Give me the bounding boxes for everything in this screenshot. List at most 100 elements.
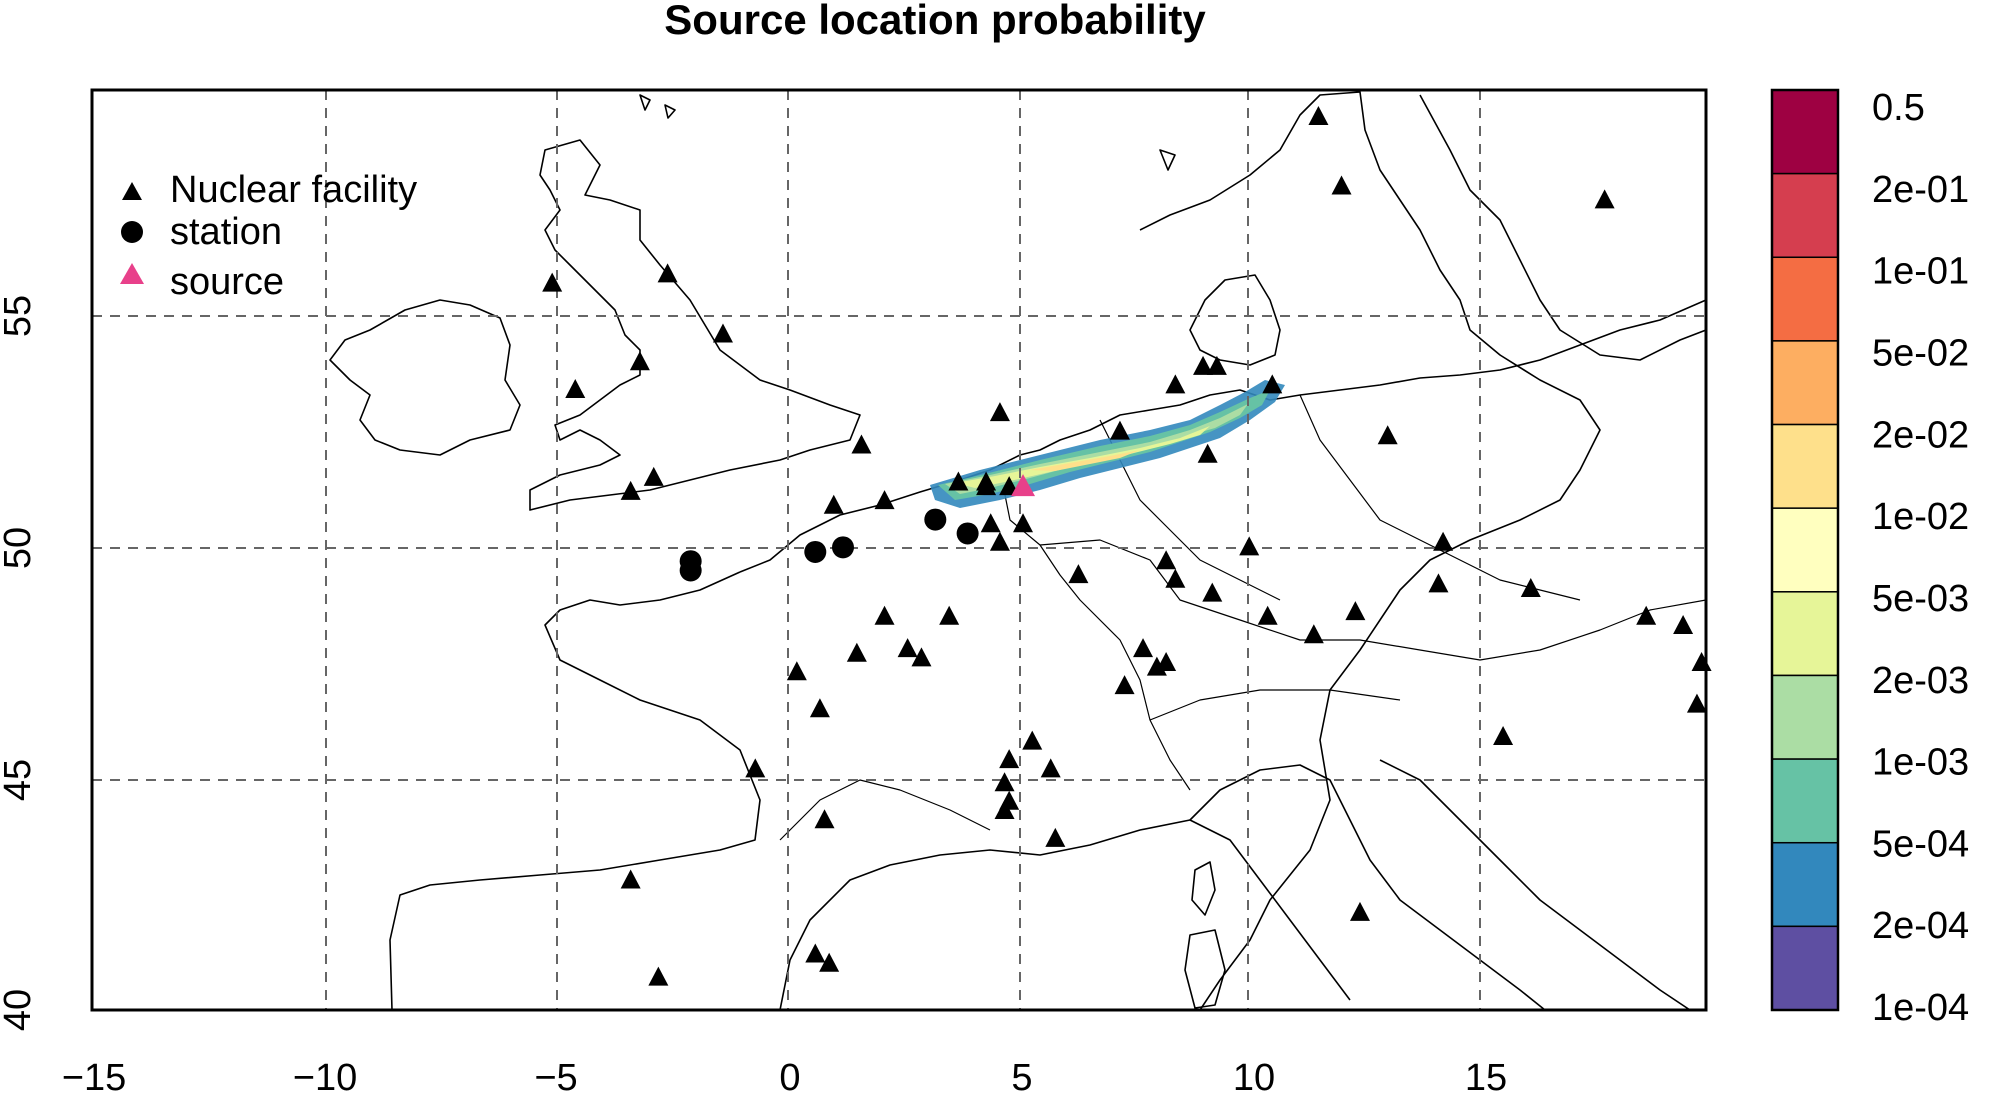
station-marker: [679, 559, 702, 582]
nuclear-facility-marker: [874, 490, 895, 510]
legend-source-label: source: [170, 261, 284, 303]
x-tick-label: −5: [534, 1057, 577, 1099]
map-panel: [90, 88, 1712, 1012]
ireland-coast: [329, 299, 521, 456]
y-tick-label: 40: [0, 989, 39, 1031]
nuclear-facility-marker: [629, 351, 650, 371]
nuclear-facility-marker: [1114, 675, 1135, 695]
national-borders: [779, 394, 1706, 841]
corsica-coast: [1191, 861, 1216, 916]
nuclear-facility-marker: [1109, 420, 1130, 440]
y-axis: 40 45 50 55: [0, 295, 39, 1031]
colorbar-swatch: [1771, 674, 1839, 760]
nuclear-facility-marker: [1303, 624, 1324, 644]
colorbar-label: 1e-02: [1872, 496, 1969, 538]
nuclear-facility-marker: [980, 513, 1001, 533]
nuclear-facility-marker: [643, 466, 664, 486]
colorbar-label: 2e-02: [1872, 414, 1969, 456]
italy-coast: [1189, 764, 1546, 1010]
x-tick-label: −10: [293, 1057, 357, 1099]
legend-source-icon: [120, 263, 144, 284]
adriatic-coast: [1379, 759, 1691, 1010]
nuclear-facility-marker: [976, 471, 997, 491]
source-marker-layer: [1011, 474, 1036, 497]
station-marker: [831, 536, 854, 559]
nuclear-facility-marker: [565, 379, 586, 399]
colorbar-frame: [1770, 88, 1840, 1012]
coastlines: [329, 91, 1706, 1010]
y-tick-label: 45: [0, 759, 39, 801]
station-marker: [924, 508, 947, 531]
map-legend: Nuclear facility station source: [120, 169, 417, 303]
nuclear-facility-marker: [1202, 582, 1223, 602]
nuclear-facility-marker: [1045, 827, 1066, 847]
colorbar-swatch: [1771, 591, 1839, 677]
nuclear-facility-marker: [1686, 693, 1707, 713]
nuclear-facility-marker: [542, 272, 563, 292]
nuclear-facility-marker: [851, 434, 872, 454]
nuclear-facility-marker: [1308, 106, 1329, 126]
station-marker: [804, 540, 827, 563]
nuclear-facility-marker: [1013, 513, 1034, 533]
nuclear-facility-marker: [819, 952, 840, 972]
nuclear-facility-marker: [620, 480, 641, 500]
nuclear-facility-marker: [939, 605, 960, 625]
nuclear-facility-marker: [823, 494, 844, 514]
nuclear-facility-marker: [1165, 568, 1186, 588]
north-islands: [639, 94, 1176, 171]
legend-station-label: station: [170, 211, 282, 253]
colorbar-swatch: [1771, 256, 1839, 342]
nuclear-facility-marker: [1239, 536, 1260, 556]
plume-core: [955, 426, 1210, 488]
nuclear-facility-marker: [1146, 656, 1167, 676]
figure-title: Source location probability: [664, 0, 1206, 43]
nuclear-facility-marker: [1068, 564, 1089, 584]
nuclear-facility-marker: [1040, 758, 1061, 778]
x-tick-label: 10: [1233, 1057, 1275, 1099]
x-tick-label: 0: [779, 1057, 800, 1099]
nuclear-facility-marker: [1673, 614, 1694, 634]
colorbar-swatch: [1771, 758, 1839, 844]
nuclear-facility-marker: [948, 471, 969, 491]
great-britain-coast: [529, 139, 861, 511]
source-marker: [1011, 474, 1036, 497]
colorbar-label: 5e-04: [1872, 823, 1969, 865]
colorbar-label: 1e-04: [1872, 987, 1969, 1029]
colorbar-label: 2e-03: [1872, 660, 1969, 702]
nuclear-facility-marker: [745, 758, 766, 778]
nuclear-facility-marker: [1594, 189, 1615, 209]
nuclear-facility-marker: [648, 966, 669, 986]
plume-peak: [1030, 450, 1140, 471]
nuclear-facility-marker: [897, 638, 918, 658]
colorbar-label: 2e-01: [1872, 169, 1969, 211]
sweden-coast: [1419, 94, 1706, 361]
nuclear-facility-marker: [1636, 605, 1657, 625]
map-background: [92, 90, 1706, 1010]
mediterranean-coast: [779, 819, 1351, 1010]
colorbar-swatch: [1771, 841, 1839, 928]
france-iberia-coast: [389, 571, 761, 1010]
nuclear-facility-marker: [657, 263, 678, 283]
colorbar-swatch: [1771, 423, 1839, 509]
nuclear-facility-marker: [1165, 374, 1186, 394]
continent-north-coast: [739, 299, 1706, 573]
nuclear-facility-marker: [1428, 573, 1449, 593]
nuclear-facility-marker: [1345, 601, 1366, 621]
colorbar-swatch: [1771, 507, 1839, 593]
legend-facility-icon: [122, 182, 142, 200]
colorbar-swatch: [1771, 89, 1839, 175]
nuclear-facility-marker: [874, 605, 895, 625]
nuclear-facility-marker: [911, 647, 932, 667]
nuclear-facility-marker: [620, 869, 641, 889]
station-marker: [956, 522, 979, 545]
station-markers: [679, 508, 979, 582]
map-frame: [90, 88, 1708, 1012]
nuclear-facility-marker: [1197, 443, 1218, 463]
nuclear-facility-marker: [989, 531, 1010, 551]
denmark-coast: [1189, 274, 1281, 366]
nuclear-facility-marker: [1257, 605, 1278, 625]
nuclear-facility-marker: [1156, 550, 1177, 570]
colorbar-swatch: [1771, 925, 1839, 1011]
probability-colorbar: 0.5 2e-01 1e-01 5e-02 2e-02 1e-02 5e-03 2e-03 1e…: [1770, 87, 1969, 1029]
